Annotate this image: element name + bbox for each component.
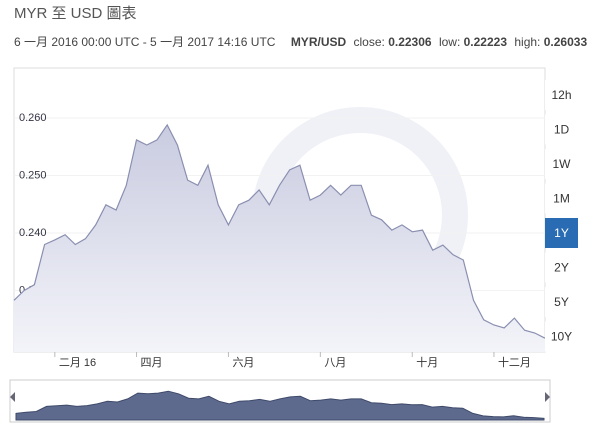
line: [13, 123, 546, 339]
x-tick-label: 四月: [141, 357, 163, 369]
area: [14, 124, 545, 353]
range-button-label[interactable]: 1D: [554, 123, 570, 137]
navigator-handle-right: [545, 392, 550, 402]
y-tick-label: 0.250: [19, 169, 47, 181]
pair: MYR/USD: [291, 35, 347, 49]
chart-title: MYR 至 USD 圖表: [14, 5, 137, 22]
range-button-label[interactable]: 1Y: [554, 226, 569, 240]
range-button[interactable]: [545, 321, 578, 352]
navigator-area: [15, 390, 545, 421]
navigator-handle-left: [10, 392, 15, 402]
date-range: 6 一月 2016 00:00 UTC - 5 一月 2017 14:16 UT…: [14, 35, 276, 49]
range-button[interactable]: [545, 149, 578, 179]
x-tick-label: 十二月: [498, 355, 531, 369]
range-button[interactable]: [545, 80, 578, 110]
range-button[interactable]: [545, 183, 578, 214]
x-tick-label: 二月 16: [59, 357, 96, 369]
low-label: low:: [439, 35, 460, 49]
low-value: 0.22223: [464, 35, 508, 49]
subtitle: 6 一月 2016 00:00 UTC - 5 一月 2017 14:16 UT…: [14, 35, 587, 49]
range-button-label[interactable]: 1M: [553, 192, 570, 206]
y-tick-label: 0.260: [19, 112, 47, 124]
range-button-label[interactable]: 2Y: [554, 261, 569, 275]
range-button-label[interactable]: 12h: [551, 88, 571, 102]
close-value: 0.22306: [388, 35, 432, 49]
x-tick-label: 六月: [232, 356, 254, 369]
range-button-label[interactable]: 1W: [553, 157, 572, 171]
range-button-label[interactable]: 5Y: [554, 295, 569, 309]
range-button[interactable]: [545, 287, 578, 317]
x-tick-label: 十月: [416, 355, 438, 369]
high-label: high:: [514, 35, 540, 49]
high-value: 0.26033: [544, 35, 588, 49]
close-label: close:: [354, 35, 385, 49]
range-button-label[interactable]: 10Y: [551, 330, 572, 344]
x-tick-label: 八月: [324, 357, 346, 369]
range-button[interactable]: [545, 218, 578, 248]
range-button[interactable]: [545, 252, 578, 283]
range-button[interactable]: [545, 114, 578, 145]
y-tick-label: 0.240: [19, 227, 47, 239]
